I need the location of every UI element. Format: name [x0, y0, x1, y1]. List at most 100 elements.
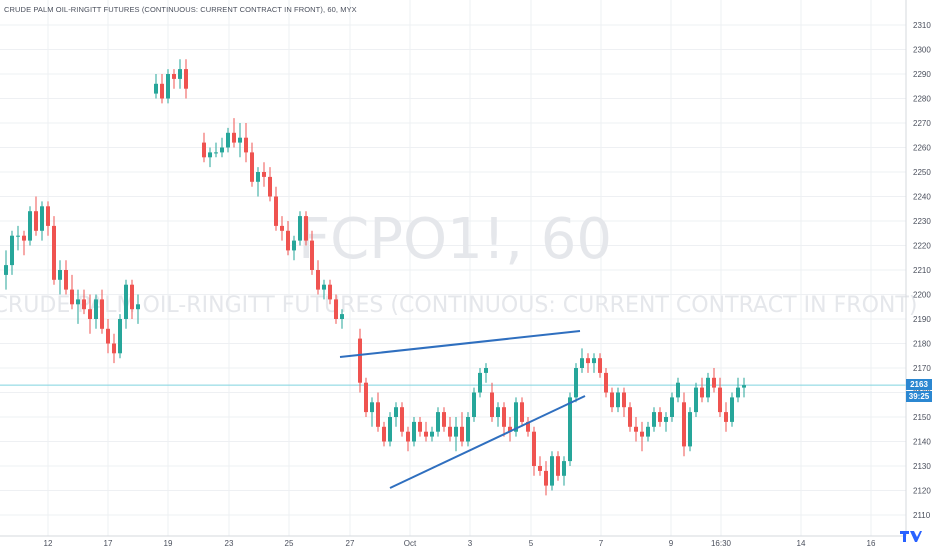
candle-body[interactable] [586, 358, 590, 364]
candle-body[interactable] [634, 426, 638, 432]
candle-body[interactable] [238, 137, 242, 143]
candle-body[interactable] [520, 402, 524, 422]
candle-body[interactable] [610, 392, 614, 408]
candle-body[interactable] [526, 421, 530, 432]
candle-body[interactable] [598, 358, 602, 373]
candle-body[interactable] [370, 402, 374, 413]
candle-body[interactable] [418, 421, 422, 432]
candle-body[interactable] [328, 284, 332, 300]
candle-body[interactable] [466, 417, 470, 442]
candle-body[interactable] [154, 83, 158, 94]
candle-body[interactable] [556, 456, 560, 476]
candle-body[interactable] [382, 426, 386, 442]
candle-body[interactable] [664, 417, 668, 422]
candle-body[interactable] [574, 368, 578, 398]
candle-body[interactable] [580, 358, 584, 368]
candle-body[interactable] [706, 377, 710, 398]
candle-body[interactable] [52, 225, 56, 280]
candle-body[interactable] [718, 387, 722, 413]
candle-body[interactable] [178, 69, 182, 79]
candle-body[interactable] [256, 172, 260, 182]
candle-body[interactable] [202, 142, 206, 158]
candle-body[interactable] [208, 152, 212, 158]
candle-body[interactable] [736, 387, 740, 398]
candle-body[interactable] [550, 456, 554, 486]
candle-body[interactable] [496, 407, 500, 417]
trendline[interactable] [339, 330, 581, 358]
candle-body[interactable] [358, 338, 362, 383]
candle-body[interactable] [304, 216, 308, 241]
trendlines[interactable] [339, 330, 586, 489]
candle-body[interactable] [670, 397, 674, 417]
candle-body[interactable] [406, 431, 410, 442]
candle-body[interactable] [58, 270, 62, 280]
candle-body[interactable] [412, 421, 416, 442]
candle-body[interactable] [682, 402, 686, 447]
candle-body[interactable] [532, 431, 536, 466]
candle-body[interactable] [250, 152, 254, 182]
candle-body[interactable] [676, 382, 680, 398]
candle-body[interactable] [82, 299, 86, 310]
candle-body[interactable] [262, 172, 266, 177]
candle-body[interactable] [364, 382, 368, 413]
candle-body[interactable] [88, 309, 92, 319]
candle-body[interactable] [34, 211, 38, 231]
candle-body[interactable] [40, 206, 44, 231]
candle-body[interactable] [442, 412, 446, 427]
candle-body[interactable] [640, 431, 644, 437]
candles[interactable] [4, 59, 746, 496]
candle-body[interactable] [316, 270, 320, 290]
candle-body[interactable] [112, 343, 116, 354]
candle-body[interactable] [220, 147, 224, 153]
candle-body[interactable] [502, 407, 506, 427]
candle-body[interactable] [268, 176, 272, 197]
candle-body[interactable] [106, 328, 110, 344]
candle-body[interactable] [724, 412, 728, 422]
candle-body[interactable] [478, 372, 482, 393]
candle-body[interactable] [244, 137, 248, 153]
candle-body[interactable] [490, 392, 494, 418]
candle-body[interactable] [232, 132, 236, 143]
candle-body[interactable] [4, 265, 8, 275]
candle-body[interactable] [484, 368, 488, 373]
candle-body[interactable] [400, 407, 404, 432]
candle-body[interactable] [514, 402, 518, 432]
candle-body[interactable] [652, 412, 656, 427]
candle-body[interactable] [694, 387, 698, 413]
candle-body[interactable] [700, 387, 704, 398]
candle-body[interactable] [226, 132, 230, 148]
candle-body[interactable] [292, 240, 296, 251]
candle-body[interactable] [622, 392, 626, 408]
candle-body[interactable] [388, 417, 392, 442]
candle-body[interactable] [286, 230, 290, 251]
time-axis[interactable]: 12 17 19 23 25 27 Oct 3 5 7 9 16:30 14 16 [44, 539, 876, 548]
candle-body[interactable] [454, 426, 458, 437]
candle-body[interactable] [430, 431, 434, 437]
candle-body[interactable] [28, 211, 32, 241]
candle-body[interactable] [214, 152, 218, 154]
candle-body[interactable] [544, 470, 548, 486]
candle-body[interactable] [322, 284, 326, 290]
candle-body[interactable] [562, 461, 566, 476]
candle-body[interactable] [76, 299, 80, 305]
candle-body[interactable] [616, 392, 620, 408]
trendline[interactable] [389, 395, 586, 489]
candle-body[interactable] [136, 304, 140, 310]
candle-body[interactable] [424, 431, 428, 437]
candle-body[interactable] [340, 314, 344, 319]
candle-body[interactable] [730, 397, 734, 422]
candle-body[interactable] [100, 299, 104, 329]
candle-body[interactable] [274, 196, 278, 226]
candle-body[interactable] [70, 289, 74, 305]
candle-body[interactable] [94, 299, 98, 319]
candle-body[interactable] [298, 216, 302, 241]
candle-body[interactable] [712, 377, 716, 388]
candle-body[interactable] [376, 402, 380, 427]
candle-body[interactable] [436, 412, 440, 432]
candle-body[interactable] [472, 392, 476, 418]
candle-body[interactable] [10, 235, 14, 266]
candle-body[interactable] [280, 225, 284, 231]
candle-body[interactable] [334, 299, 338, 319]
candle-body[interactable] [394, 407, 398, 417]
